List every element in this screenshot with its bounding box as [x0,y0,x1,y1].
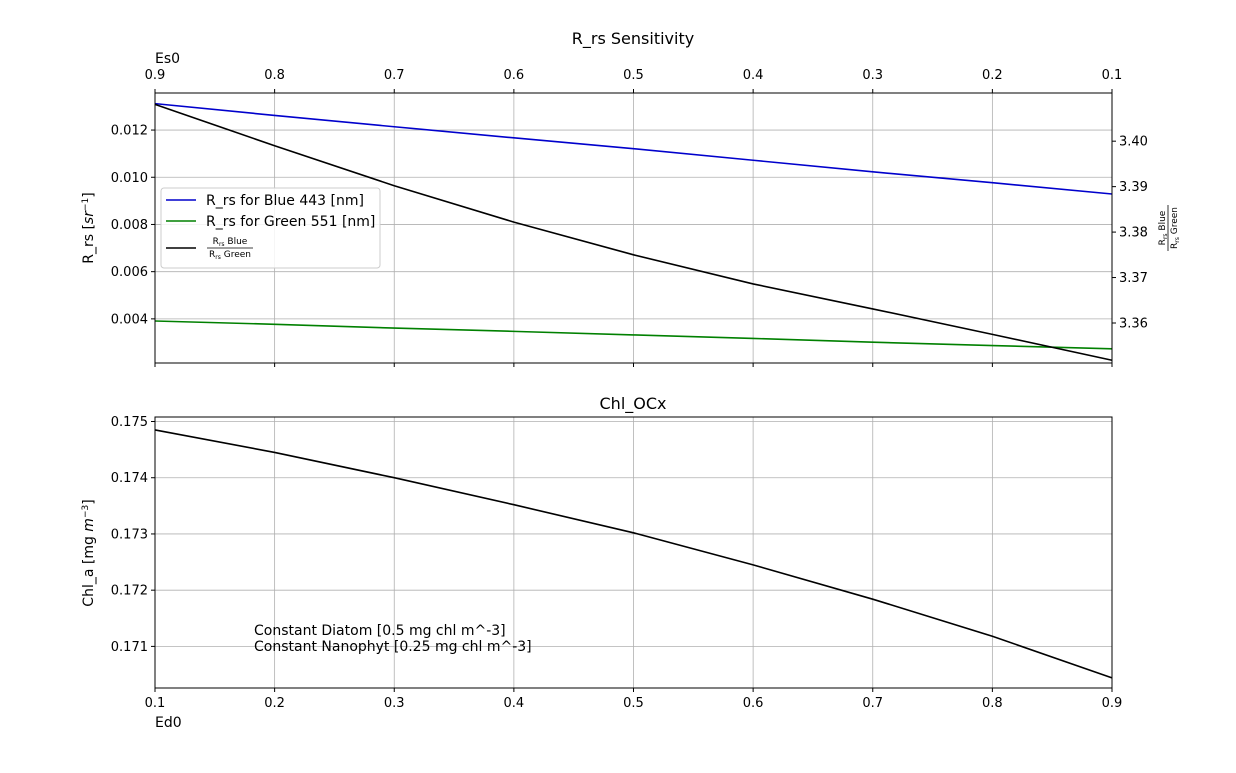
series-lines [154,102,1113,362]
chart-title: Chl_OCx [600,394,667,414]
bottom-tick-label: 0.2 [264,696,285,711]
left-tick-label: 0.173 [111,527,148,542]
series-line-chl [154,429,1113,679]
left-tick-label: 0.010 [111,171,148,186]
bottom-tick-label: 0.5 [623,696,644,711]
legend-ratio-numerator: Rrs Blue [213,237,248,248]
left-tick-label: 0.171 [111,640,148,655]
bottom-tick-label: 0.1 [145,696,166,711]
bottom-x-axis [154,363,1113,367]
bottom-x-axis: 0.1 0.2 0.3 0.4 0.5 0.6 0.7 0.8 0.9 [145,688,1123,711]
right-axis-label: Rrs Blue Rrs Green [1158,205,1181,251]
top-x-axis: 0.9 0.8 0.7 0.6 0.5 0.4 0.3 0.2 0.1 [145,68,1123,93]
bottom-tick-label: 0.7 [862,696,883,711]
right-y-axis: 3.36 3.37 3.38 3.39 3.40 [1112,135,1148,332]
top-tick-label: 0.6 [504,68,525,83]
legend-entry-blue: R_rs for Blue 443 [nm] [206,193,364,209]
top-tick-label: 0.5 [623,68,644,83]
left-y-axis: 0.171 0.172 0.173 0.174 0.175 [111,415,155,655]
left-tick-label: 0.004 [111,312,148,327]
legend: R_rs for Blue 443 [nm] R_rs for Green 55… [160,187,381,269]
top-tick-label: 0.8 [264,68,285,83]
right-tick-label: 3.37 [1119,271,1148,286]
series-line-green [154,320,1113,350]
left-tick-label: 0.008 [111,218,148,233]
left-y-axis: 0.004 0.006 0.008 0.010 0.012 [111,124,155,327]
left-tick-label: 0.175 [111,415,148,430]
sensitivity-panel: 0.9 0.8 0.7 0.6 0.5 0.4 0.3 0.2 0.1 0.0040.0060.… [81,29,1181,367]
annotation-nanophyt: Constant Nanophyt [0.25 mg chl m^-3] [254,639,532,655]
bottom-tick-label: 0.8 [982,696,1003,711]
x-axis-label: Ed0 [155,715,182,731]
top-tick-label: 0.1 [1102,68,1123,83]
right-tick-label: 3.39 [1119,180,1148,195]
legend-ratio-denominator: Rrs Green [209,250,251,261]
legend-entry-green: R_rs for Green 551 [nm] [206,214,375,230]
top-axis-label: Es0 [155,51,180,67]
chl-panel: 0.1 0.2 0.3 0.4 0.5 0.6 0.7 0.8 0.9 0.1710.1720.… [81,394,1122,731]
top-tick-label: 0.2 [982,68,1003,83]
annotation-diatom: Constant Diatom [0.5 mg chl m^-3] [254,623,506,639]
right-tick-label: 3.38 [1119,226,1148,241]
series-line-ratio [154,103,1113,362]
bottom-tick-label: 0.3 [384,696,405,711]
right-axis-label-denominator: Rrs Green [1170,207,1181,249]
series-line-blue [154,102,1113,195]
legend-entry-ratio: Rrs Blue Rrs Green [207,237,253,261]
bottom-tick-label: 0.9 [1102,696,1123,711]
top-tick-label: 0.9 [145,68,166,83]
left-tick-label: 0.006 [111,265,148,280]
top-tick-label: 0.4 [743,68,764,83]
bottom-tick-label: 0.6 [743,696,764,711]
left-tick-label: 0.174 [111,471,148,486]
y-axis-label: Chl_a [mg m−3] [81,499,97,606]
left-axis-label: R_rs [sr−1] [81,192,97,264]
chart-title: R_rs Sensitivity [572,29,694,49]
series-lines [154,429,1113,679]
right-axis-label-numerator: Rrs Blue [1158,210,1169,245]
left-tick-label: 0.012 [111,124,148,139]
bottom-tick-label: 0.4 [504,696,525,711]
left-tick-label: 0.172 [111,584,148,599]
top-tick-label: 0.3 [862,68,883,83]
top-tick-label: 0.7 [384,68,405,83]
right-tick-label: 3.36 [1119,317,1148,332]
right-tick-label: 3.40 [1119,135,1148,150]
